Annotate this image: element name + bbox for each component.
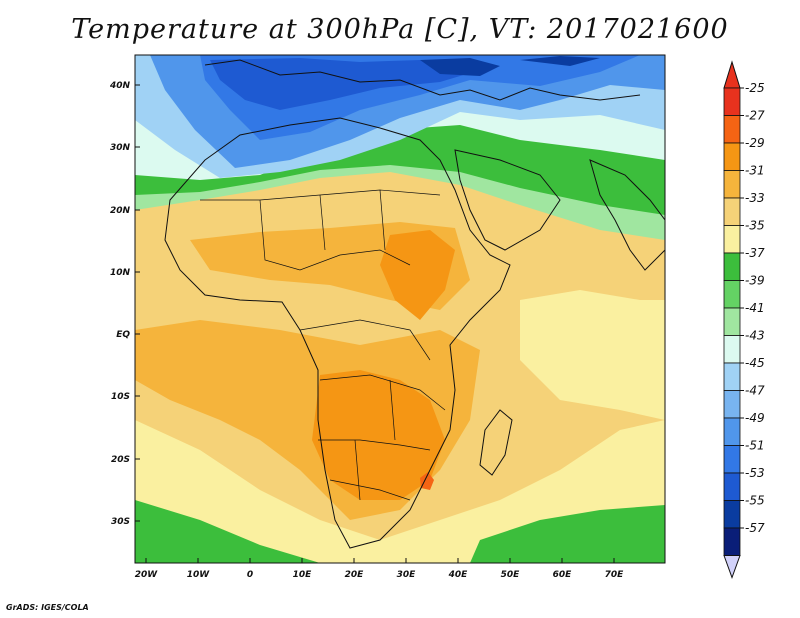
colorbar-bottom-arrow: [723, 555, 741, 579]
grads-credit: GrADS: IGES/COLA: [6, 603, 89, 612]
colorbar-swatch: [723, 280, 741, 309]
colorbar-swatch: [723, 390, 741, 419]
lon-label: 10W: [187, 570, 211, 580]
lat-label: 10N: [110, 268, 131, 278]
lon-label: 20W: [135, 570, 159, 580]
country-borders: [200, 189, 446, 501]
band-minus-53: [210, 58, 480, 110]
colorbar-label: -35: [745, 219, 765, 233]
band-minus-35-east: [520, 290, 665, 420]
band-minus-29: [312, 370, 445, 500]
lon-label: 10E: [293, 570, 313, 580]
lon-label: 50E: [501, 570, 521, 580]
colorbar-swatch: [723, 527, 741, 556]
colorbar-label: -51: [745, 439, 765, 453]
colorbar-swatch: [723, 335, 741, 364]
lon-label: 40E: [448, 570, 469, 580]
map-title: Temperature at 300hPa [C], VT: 201702160…: [71, 14, 729, 45]
band-minus-55: [420, 56, 600, 76]
colorbar-label: -45: [745, 356, 765, 370]
colorbar-top-arrow: [723, 60, 741, 89]
colorbar-label: -27: [745, 109, 765, 123]
colorbar-swatch: [723, 87, 741, 116]
colorbar-swatch: [723, 500, 741, 529]
colorbar-label: -41: [745, 301, 765, 315]
colorbar-label: -47: [745, 384, 765, 398]
colorbar-swatch: [723, 225, 741, 254]
lon-label: 30E: [397, 570, 417, 580]
band-minus-29-north: [380, 230, 455, 320]
colorbar-label: -25: [745, 81, 765, 95]
colorbar-label: -31: [745, 164, 765, 178]
colorbar-label: -55: [745, 494, 765, 508]
map-plot-area: [135, 55, 665, 563]
lon-label: 0: [247, 570, 253, 580]
latitude-axis: 40N 30N 20N 10N EQ 10S 20S 30S: [109, 81, 140, 527]
colorbar-label: -39: [745, 274, 765, 288]
lat-label: 30S: [111, 517, 130, 527]
colorbar-swatch: [723, 445, 741, 474]
colorbar-label: -43: [745, 329, 765, 343]
colorbar-label: -53: [745, 466, 765, 480]
colorbar-swatch: [723, 472, 741, 501]
lat-label: 20N: [110, 206, 131, 216]
madagascar-coastline: [479, 409, 513, 476]
coastlines: [164, 59, 665, 549]
colorbar-swatch: [723, 115, 741, 144]
colorbar-swatch: [723, 197, 741, 226]
colorbar-swatch: [723, 252, 741, 281]
lat-label: 20S: [111, 455, 130, 465]
lat-label: 40N: [109, 81, 131, 91]
colorbar-swatch: [723, 170, 741, 199]
arabia-coastline: [454, 149, 561, 251]
europe-coastline: [204, 59, 641, 101]
band-minus-37-south: [135, 500, 665, 563]
colorbar-label: -49: [745, 411, 765, 425]
india-coastline: [589, 159, 665, 271]
africa-coastline: [164, 117, 511, 549]
colorbar-label: -57: [745, 521, 765, 535]
lon-label: 70E: [605, 570, 625, 580]
colorbar-label: -33: [745, 191, 765, 205]
longitude-axis: 20W 10W 0 10E 20E 30E 40E 50E 60E 70E: [135, 558, 624, 580]
colorbar-swatch: [723, 362, 741, 391]
band-minus-27: [420, 472, 434, 490]
colorbar: -25 -27 -29 -31 -33 -35 -37 -39 -41 -43 -45 -47 -49 -…: [723, 60, 765, 579]
lat-label: 10S: [111, 392, 130, 402]
lon-label: 20E: [345, 570, 365, 580]
colorbar-swatch: [723, 307, 741, 336]
map-frame: [134, 54, 666, 564]
colorbar-swatch: [723, 417, 741, 446]
colorbar-label: -37: [745, 246, 765, 260]
lat-label: EQ: [116, 330, 130, 340]
lat-label: 30N: [110, 143, 131, 153]
colorbar-swatch: [723, 142, 741, 171]
lon-label: 60E: [553, 570, 573, 580]
colorbar-label: -29: [745, 136, 765, 150]
